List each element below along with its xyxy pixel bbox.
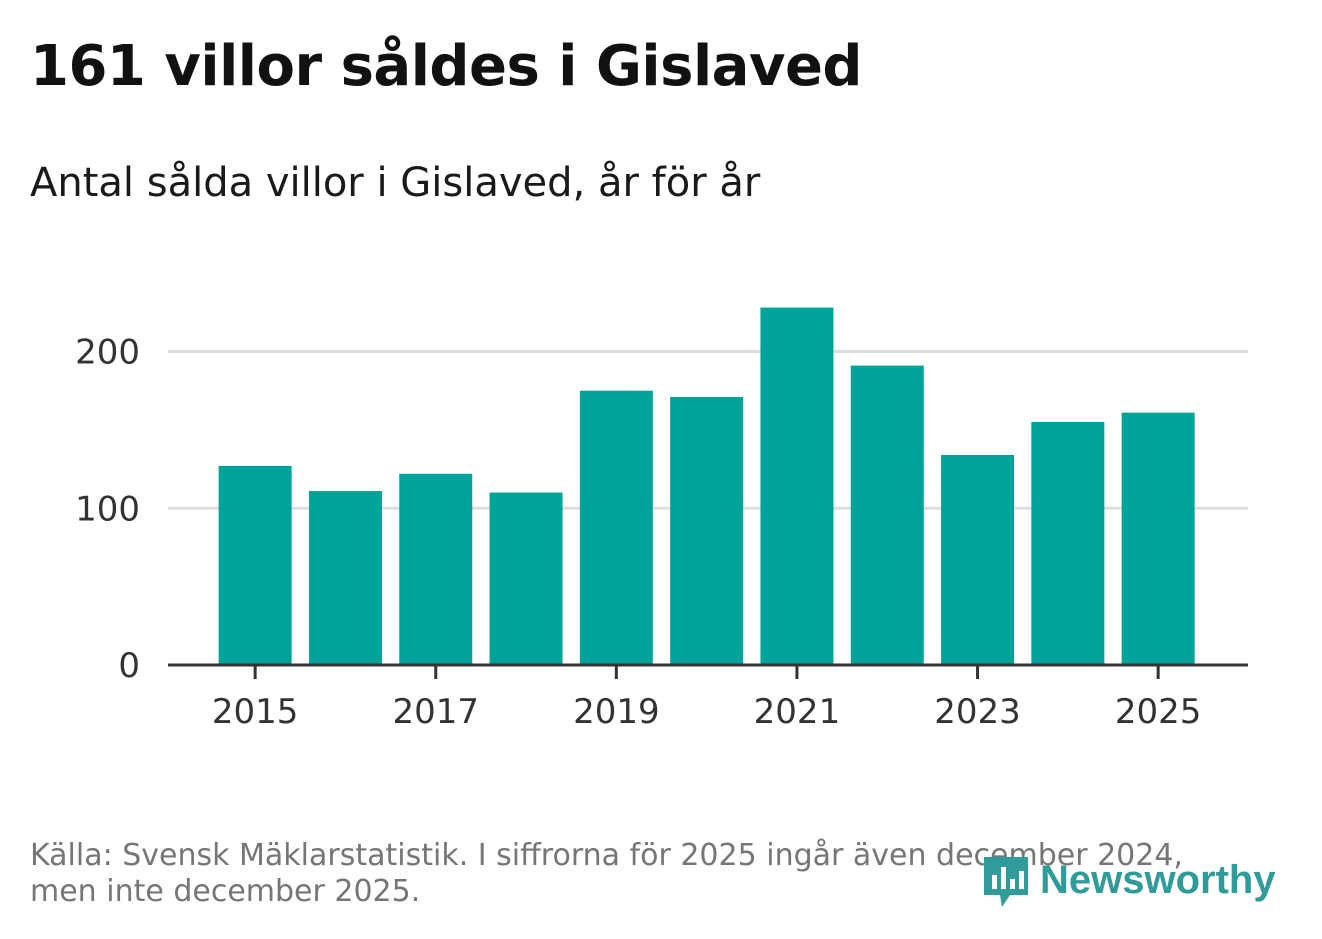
bar-2021 <box>760 307 834 665</box>
y-tick-label: 100 <box>75 489 140 529</box>
bar-2015 <box>218 465 292 665</box>
logo-text: Newsworthy <box>1040 857 1276 902</box>
x-tick-label: 2025 <box>1115 692 1202 732</box>
newsworthy-chart-icon <box>984 857 1028 907</box>
bar-2023 <box>941 454 1015 665</box>
bar-2025 <box>1121 412 1195 665</box>
bar-2019 <box>579 390 653 665</box>
x-tick-label: 2017 <box>392 692 479 732</box>
bar-2017 <box>399 473 473 665</box>
bars <box>218 307 1195 665</box>
x-tick-label: 2023 <box>934 692 1021 732</box>
x-tick-label: 2021 <box>754 692 841 732</box>
chart-subtitle: Antal sålda villor i Gislaved, år för år <box>30 160 761 206</box>
chart-title: 161 villor såldes i Gislaved <box>30 34 863 99</box>
bar-2016 <box>308 491 382 665</box>
bar-2024 <box>1031 422 1105 665</box>
y-tick-label: 200 <box>75 333 140 373</box>
x-tick-label: 2019 <box>573 692 660 732</box>
bar-2018 <box>489 492 563 665</box>
newsworthy-logo[interactable]: Newsworthy <box>980 850 1276 910</box>
x-tick-label: 2015 <box>212 692 299 732</box>
bar-chart: 0 100 200 2015 2017 2019 2021 2023 2025 <box>75 307 1248 732</box>
axes: 0 100 200 2015 2017 2019 2021 2023 2025 <box>75 333 1248 732</box>
y-tick-label: 0 <box>118 646 140 686</box>
bar-2020 <box>670 396 744 665</box>
bar-2022 <box>850 365 924 665</box>
